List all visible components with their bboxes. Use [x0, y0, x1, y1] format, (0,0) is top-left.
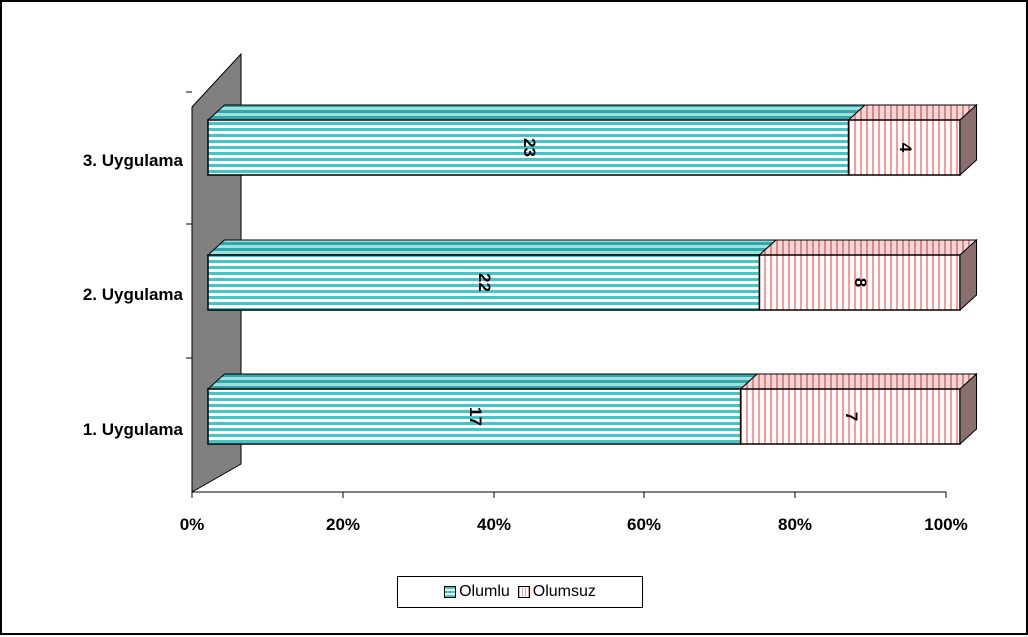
bar-side — [959, 372, 977, 446]
category-label: 2. Uygulama — [83, 285, 184, 304]
bar-top-olumsuz — [847, 104, 978, 121]
x-tick-label: 60% — [627, 515, 661, 534]
bar-top-olumlu — [206, 104, 867, 121]
legend-item-olumlu: Olumlu — [444, 583, 510, 601]
bar-olumlu — [207, 388, 742, 445]
legend-swatch-olumlu — [444, 586, 457, 598]
x-tick-label: 20% — [326, 515, 360, 534]
bar-top-olumsuz — [739, 373, 978, 390]
legend-swatch-olumsuz — [517, 586, 530, 598]
bar-top-olumlu — [206, 239, 778, 256]
category-label: 1. Uygulama — [83, 420, 184, 439]
x-tick-label: 100% — [924, 515, 967, 534]
bar-olumsuz — [847, 119, 961, 176]
data-label-olumlu: 23 — [520, 138, 539, 157]
data-label-olumlu: 17 — [466, 407, 485, 426]
category-label: 3. Uygulama — [83, 151, 184, 170]
legend-label-olumlu: Olumlu — [459, 583, 510, 600]
data-label-olumsuz: 8 — [851, 278, 870, 287]
legend-item-olumsuz: Olumsuz — [517, 583, 596, 601]
bar-olumsuz — [739, 388, 961, 445]
data-label-olumsuz: 4 — [896, 143, 915, 153]
data-label-olumsuz: 7 — [842, 412, 861, 421]
legend-label-olumsuz: Olumsuz — [532, 583, 596, 600]
bar-top-olumsuz — [758, 239, 978, 256]
x-tick-label: 40% — [477, 515, 511, 534]
bar-olumlu — [207, 254, 761, 311]
x-tick-label: 0% — [180, 515, 205, 534]
bar-top-olumlu — [206, 373, 759, 390]
legend: Olumlu Olumsuz — [397, 576, 643, 608]
bar-side — [959, 238, 977, 312]
x-tick-label: 80% — [778, 515, 812, 534]
bar-olumsuz — [758, 254, 961, 311]
data-label-olumlu: 22 — [475, 273, 494, 292]
bar-side — [959, 103, 977, 177]
